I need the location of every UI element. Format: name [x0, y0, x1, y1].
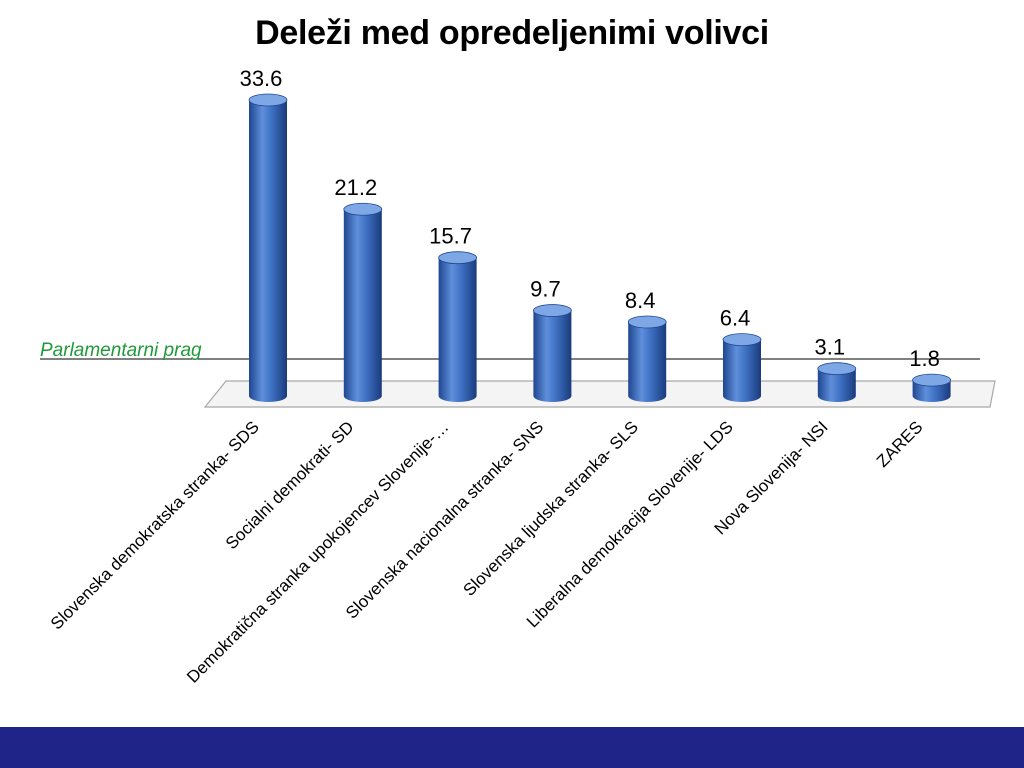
bar — [817, 362, 857, 402]
bar-top — [627, 315, 667, 329]
data-label: 33.6 — [240, 66, 283, 91]
bar — [533, 304, 572, 402]
bar-body — [438, 257, 477, 402]
bar-body — [249, 100, 287, 402]
data-label: 6.4 — [720, 306, 751, 331]
data-label: 8.4 — [625, 288, 656, 313]
data-label: 15.7 — [429, 224, 472, 249]
category-label: Slovenska demokratska stranka- SDS — [47, 417, 263, 633]
bar — [438, 251, 478, 402]
bar — [248, 93, 288, 402]
bar — [627, 315, 667, 402]
category-label: Slovenska nacionalna stranka- SNS — [342, 417, 547, 622]
threshold-label: Parlamentarni prag — [40, 340, 202, 361]
chart-floor — [203, 380, 996, 408]
bar-body — [628, 322, 667, 402]
bar-top — [438, 251, 478, 265]
chart-canvas: Parlamentarni prag 33.6 Slovenska demokra… — [40, 66, 996, 687]
bar-body — [533, 310, 572, 402]
bar — [722, 333, 762, 402]
data-label: 9.7 — [530, 277, 561, 302]
data-label: 21.2 — [334, 175, 377, 200]
category-label: ZARES — [873, 417, 927, 471]
category-label: Liberalna demokracija Slovenije- LDS — [523, 417, 737, 631]
bar-top — [248, 93, 288, 107]
bar-top — [722, 333, 762, 347]
category-label: Slovenska ljudska stranka- SLS — [460, 417, 642, 599]
bar-top — [912, 373, 951, 387]
bar-top — [817, 362, 857, 376]
bar-body — [817, 368, 856, 402]
bar-top — [343, 202, 383, 216]
chart-title: Deleži med opredeljenimi volivci — [255, 14, 769, 52]
bar — [912, 373, 951, 402]
bar-body — [343, 209, 382, 402]
bar-top — [533, 304, 572, 317]
data-label: 3.1 — [815, 335, 846, 360]
data-label: 1.8 — [909, 346, 940, 371]
bar — [343, 202, 383, 402]
bar-body — [723, 339, 761, 402]
footer-band — [0, 727, 1024, 768]
